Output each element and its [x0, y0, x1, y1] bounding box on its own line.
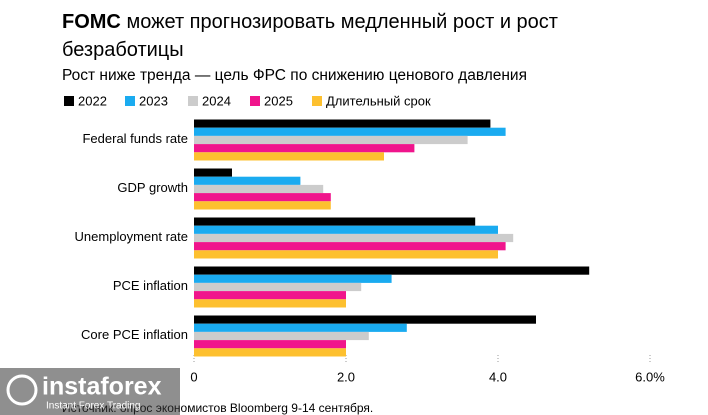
bar	[194, 340, 346, 349]
bar	[194, 217, 476, 226]
bar	[194, 282, 362, 292]
bar	[194, 119, 491, 128]
bar	[194, 193, 331, 202]
category-label: Unemployment rate	[75, 229, 188, 244]
bar	[194, 135, 468, 145]
bar	[194, 225, 498, 234]
category-label: Core PCE inflation	[81, 327, 188, 342]
bar	[194, 348, 346, 357]
legend-swatch	[188, 96, 198, 106]
bar	[194, 266, 590, 275]
bar	[194, 250, 498, 259]
bar	[194, 242, 506, 251]
x-tick-label: 2.0	[337, 369, 355, 384]
chart-subtitle: Рост ниже тренда — цель ФРС по снижению …	[62, 67, 527, 84]
legend-label: 2024	[202, 93, 231, 108]
legend-label: 2023	[139, 93, 168, 108]
bar	[194, 201, 331, 210]
legend-label: 2022	[78, 93, 107, 108]
bar	[194, 184, 324, 194]
bar	[194, 315, 536, 324]
chart-title: FOMC может прогнозировать медленный рост…	[62, 8, 582, 64]
legend-swatch	[64, 96, 74, 106]
watermark-sub: Instant Forex Trading	[46, 401, 141, 412]
bar	[194, 168, 232, 177]
bar	[194, 274, 392, 283]
legend-label: 2025	[264, 93, 293, 108]
legend-swatch	[250, 96, 260, 106]
category-label: Federal funds rate	[82, 131, 188, 146]
bar	[194, 291, 346, 300]
bar	[194, 233, 514, 243]
category-label: GDP growth	[117, 180, 188, 195]
bar	[194, 299, 346, 308]
legend-swatch	[312, 96, 322, 106]
x-tick-label: 6.0%	[635, 369, 665, 384]
bar	[194, 127, 506, 136]
legend-swatch	[125, 96, 135, 106]
category-label: PCE inflation	[113, 278, 188, 293]
watermark-bg	[0, 368, 180, 415]
x-tick-label: 4.0	[489, 369, 507, 384]
bar	[194, 331, 369, 341]
legend-label: Длительный срок	[326, 93, 431, 108]
x-tick-label: 0	[190, 369, 197, 384]
chart-title-rest: может прогнозировать медленный рост и ро…	[62, 11, 558, 61]
bar	[194, 144, 415, 153]
watermark: instaforex	[42, 373, 162, 401]
bar	[194, 176, 301, 185]
chart-title-bold: FOMC	[62, 11, 121, 33]
bar	[194, 152, 384, 161]
watermark-logo	[6, 374, 38, 406]
bar	[194, 323, 407, 332]
